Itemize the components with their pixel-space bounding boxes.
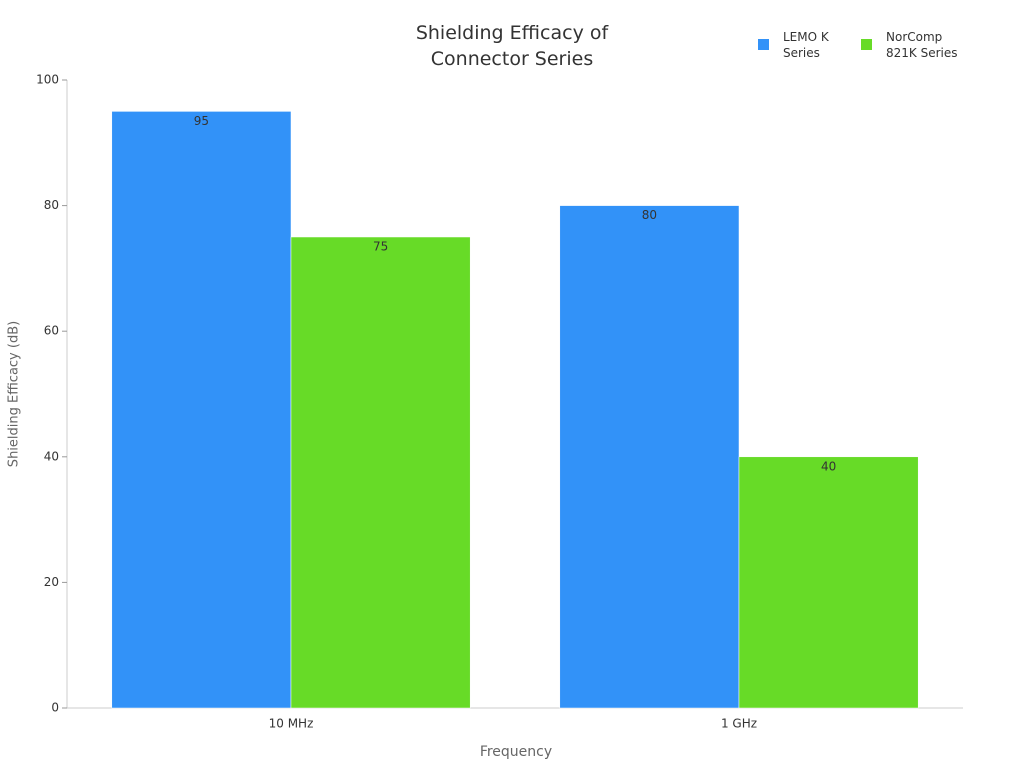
value-label: 80 — [642, 208, 657, 222]
x-axis-label: Frequency — [480, 744, 552, 760]
bar — [738, 456, 919, 709]
legend-label: LEMO K Series — [783, 30, 829, 60]
bar — [111, 111, 292, 709]
y-tick-label: 100 — [36, 73, 59, 87]
chart-title: Shielding Efficacy of Connector Series — [415, 22, 609, 70]
legend-label: NorComp 821K Series — [886, 30, 958, 60]
y-tick-label: 60 — [44, 324, 59, 338]
x-tick-label: 10 MHz — [269, 717, 314, 731]
legend-item: LEMO K Series — [758, 29, 841, 61]
y-tick-label: 40 — [44, 449, 59, 463]
value-label: 95 — [194, 114, 209, 128]
x-tick-label: 1 GHz — [721, 717, 757, 731]
y-tick-label: 20 — [44, 575, 59, 589]
legend-swatch — [758, 39, 769, 50]
bar — [559, 205, 740, 709]
value-label: 40 — [821, 459, 836, 473]
legend-swatch — [861, 39, 872, 50]
legend: LEMO K Series NorComp 821K Series — [758, 29, 964, 61]
legend-item: NorComp 821K Series — [861, 29, 964, 61]
value-label: 75 — [373, 240, 388, 254]
y-axis-label: Shielding Efficacy (dB) — [7, 321, 22, 467]
bar — [290, 236, 471, 709]
y-tick-label: 0 — [51, 701, 59, 715]
y-tick-label: 80 — [44, 198, 59, 212]
